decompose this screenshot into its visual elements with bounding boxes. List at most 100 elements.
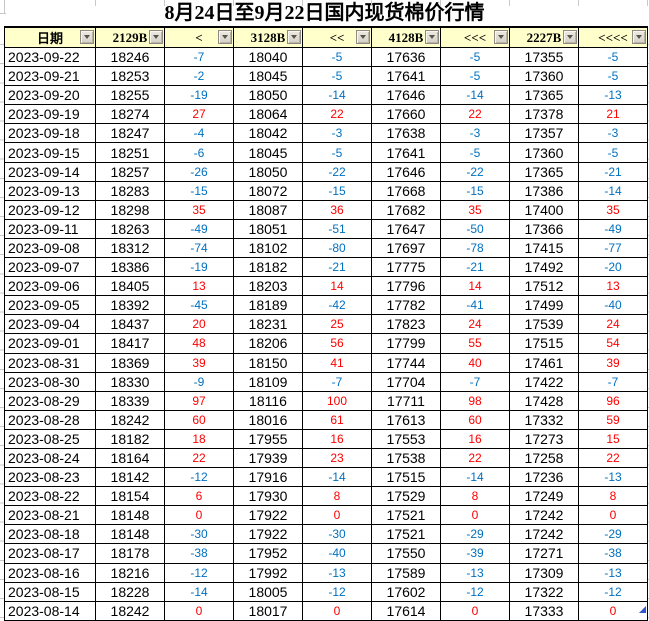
- change-cell[interactable]: -77: [578, 237, 648, 259]
- price-cell[interactable]: 17682: [371, 199, 441, 220]
- filter-dropdown-button[interactable]: [494, 30, 508, 44]
- date-cell[interactable]: 2023-09-14: [4, 161, 96, 182]
- price-cell[interactable]: 17309: [509, 562, 579, 583]
- price-cell[interactable]: 18203: [233, 276, 303, 297]
- change-cell[interactable]: -3: [578, 123, 648, 144]
- change-cell[interactable]: -5: [578, 66, 648, 87]
- price-cell[interactable]: 17992: [233, 562, 303, 583]
- price-cell[interactable]: 18182: [95, 428, 165, 449]
- price-cell[interactable]: 18369: [95, 352, 165, 373]
- price-cell[interactable]: 17939: [233, 447, 303, 469]
- price-cell[interactable]: 17365: [509, 85, 579, 106]
- change-cell[interactable]: -14: [302, 85, 372, 106]
- price-cell[interactable]: 17360: [509, 142, 579, 163]
- price-cell[interactable]: 18255: [95, 85, 165, 106]
- price-cell[interactable]: 17930: [233, 486, 303, 507]
- price-cell[interactable]: 17529: [371, 486, 441, 507]
- change-cell[interactable]: 0: [440, 505, 510, 526]
- change-cell[interactable]: -7: [164, 46, 234, 68]
- price-cell[interactable]: 18051: [233, 218, 303, 239]
- price-cell[interactable]: 18206: [233, 333, 303, 354]
- price-cell[interactable]: 18437: [95, 314, 165, 335]
- change-cell[interactable]: -12: [440, 581, 510, 602]
- change-cell[interactable]: -14: [302, 467, 372, 488]
- filter-dropdown-button[interactable]: [218, 30, 232, 44]
- change-cell[interactable]: -49: [578, 218, 648, 239]
- price-cell[interactable]: 17360: [509, 66, 579, 87]
- change-cell[interactable]: -39: [440, 543, 510, 564]
- date-cell[interactable]: 2023-09-11: [4, 218, 96, 239]
- date-cell[interactable]: 2023-09-19: [4, 104, 96, 125]
- price-cell[interactable]: 18247: [95, 123, 165, 144]
- date-cell[interactable]: 2023-08-23: [4, 467, 96, 488]
- change-cell[interactable]: 48: [164, 333, 234, 354]
- date-cell[interactable]: 2023-09-01: [4, 333, 96, 354]
- change-cell[interactable]: -7: [440, 371, 510, 392]
- price-cell[interactable]: 18189: [233, 295, 303, 316]
- price-cell[interactable]: 18274: [95, 104, 165, 125]
- change-cell[interactable]: 14: [440, 276, 510, 297]
- change-cell[interactable]: 39: [578, 352, 648, 373]
- price-cell[interactable]: 18164: [95, 447, 165, 469]
- price-cell[interactable]: 17415: [509, 237, 579, 259]
- date-cell[interactable]: 2023-09-21: [4, 66, 96, 87]
- change-cell[interactable]: 22: [164, 447, 234, 469]
- change-cell[interactable]: -40: [578, 295, 648, 316]
- change-cell[interactable]: 0: [578, 505, 648, 526]
- change-cell[interactable]: -5: [440, 142, 510, 163]
- change-cell[interactable]: 60: [440, 409, 510, 430]
- change-cell[interactable]: -14: [578, 180, 648, 201]
- change-cell[interactable]: -14: [440, 85, 510, 106]
- price-cell[interactable]: 18386: [95, 257, 165, 278]
- price-cell[interactable]: 17366: [509, 218, 579, 239]
- price-cell[interactable]: 18417: [95, 333, 165, 354]
- price-cell[interactable]: 17916: [233, 467, 303, 488]
- change-cell[interactable]: 40: [440, 352, 510, 373]
- change-cell[interactable]: -78: [440, 237, 510, 259]
- date-cell[interactable]: 2023-09-04: [4, 314, 96, 335]
- price-cell[interactable]: 17378: [509, 104, 579, 125]
- price-cell[interactable]: 17782: [371, 295, 441, 316]
- price-cell[interactable]: 17646: [371, 161, 441, 182]
- price-cell[interactable]: 18251: [95, 142, 165, 163]
- price-cell[interactable]: 18339: [95, 390, 165, 411]
- change-cell[interactable]: 0: [164, 505, 234, 526]
- change-cell[interactable]: -22: [302, 161, 372, 182]
- price-cell[interactable]: 17242: [509, 505, 579, 526]
- change-cell[interactable]: 100: [302, 390, 372, 411]
- change-cell[interactable]: -12: [164, 562, 234, 583]
- price-cell[interactable]: 17499: [509, 295, 579, 316]
- price-cell[interactable]: 18148: [95, 505, 165, 526]
- date-cell[interactable]: 2023-09-22: [4, 46, 96, 68]
- price-cell[interactable]: 18142: [95, 467, 165, 488]
- date-cell[interactable]: 2023-08-16: [4, 562, 96, 583]
- filter-dropdown-button[interactable]: [80, 30, 94, 44]
- change-cell[interactable]: 27: [164, 104, 234, 125]
- price-cell[interactable]: 17638: [371, 123, 441, 144]
- price-cell[interactable]: 17660: [371, 104, 441, 125]
- price-cell[interactable]: 17512: [509, 276, 579, 297]
- price-cell[interactable]: 18109: [233, 371, 303, 392]
- price-cell[interactable]: 18050: [233, 161, 303, 182]
- change-cell[interactable]: 60: [164, 409, 234, 430]
- price-cell[interactable]: 17647: [371, 218, 441, 239]
- filter-dropdown-button[interactable]: [356, 30, 370, 44]
- change-cell[interactable]: 16: [302, 428, 372, 449]
- date-cell[interactable]: 2023-09-08: [4, 237, 96, 259]
- date-cell[interactable]: 2023-08-29: [4, 390, 96, 411]
- change-cell[interactable]: -45: [164, 295, 234, 316]
- price-cell[interactable]: 18050: [233, 85, 303, 106]
- price-cell[interactable]: 17333: [509, 600, 579, 621]
- change-cell[interactable]: 97: [164, 390, 234, 411]
- price-cell[interactable]: 17955: [233, 428, 303, 449]
- change-cell[interactable]: -5: [302, 142, 372, 163]
- date-cell[interactable]: 2023-09-13: [4, 180, 96, 201]
- change-cell[interactable]: -30: [164, 524, 234, 545]
- change-cell[interactable]: -13: [578, 85, 648, 106]
- price-cell[interactable]: 18312: [95, 237, 165, 259]
- change-cell[interactable]: -30: [302, 524, 372, 545]
- change-cell[interactable]: 0: [164, 600, 234, 621]
- filter-dropdown-button[interactable]: [149, 30, 163, 44]
- price-cell[interactable]: 18045: [233, 66, 303, 87]
- price-cell[interactable]: 18242: [95, 409, 165, 430]
